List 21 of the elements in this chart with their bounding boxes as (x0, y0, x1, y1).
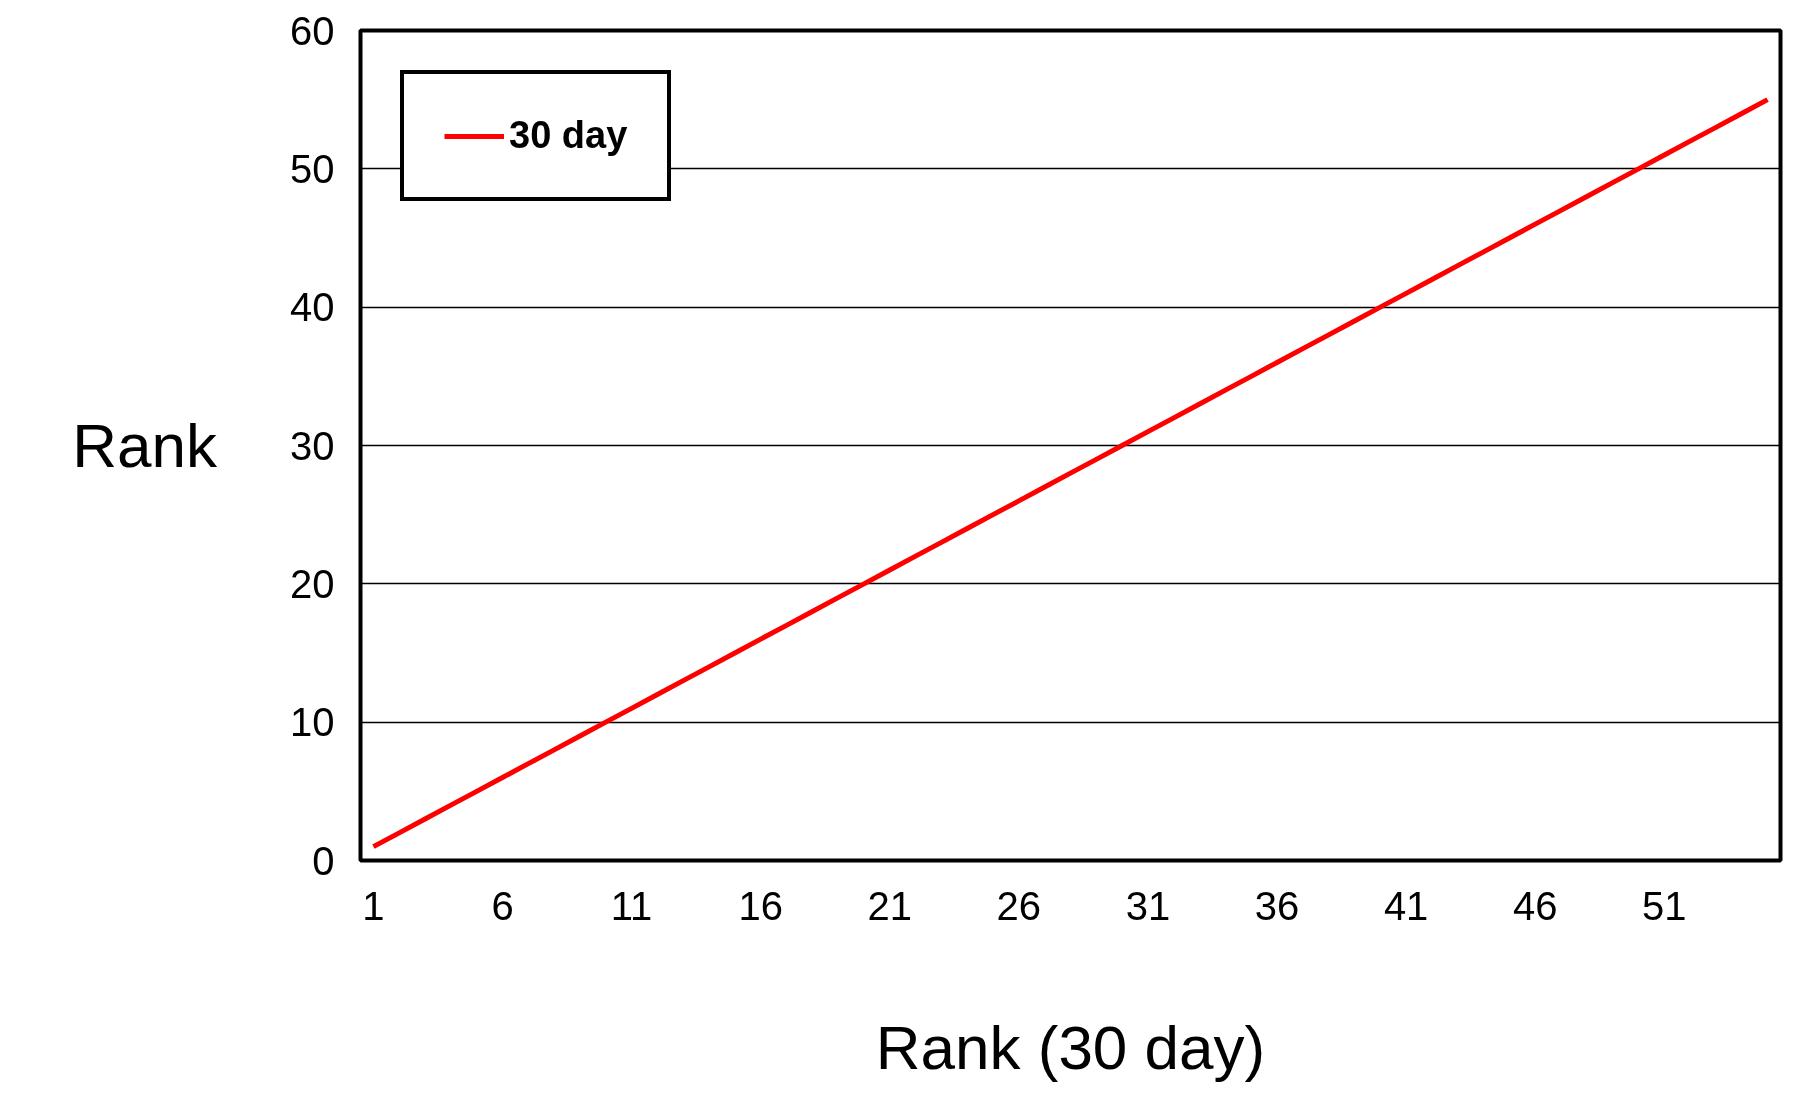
x-tick-label: 6 (491, 883, 514, 928)
legend-label: 30 day (509, 114, 628, 157)
y-tick-label: 30 (290, 423, 335, 468)
x-tick-label: 16 (738, 883, 783, 928)
y-tick-label: 60 (290, 8, 335, 53)
x-tick-label: 1 (362, 883, 385, 928)
x-tick-label: 36 (1254, 883, 1300, 928)
x-tick-label: 41 (1383, 883, 1429, 928)
x-axis-title: Rank (30 day) (875, 1012, 1266, 1082)
x-tick-label: 46 (1512, 883, 1558, 928)
y-tick-label: 10 (290, 700, 335, 745)
y-tick-label: 0 (312, 838, 335, 883)
x-tick-label: 31 (1125, 883, 1171, 928)
x-tick-label: 21 (867, 883, 913, 928)
y-axis-title: Rank (72, 411, 219, 480)
y-tick-label: 20 (290, 561, 335, 606)
x-tick-label: 11 (610, 883, 653, 928)
x-tick-label: 26 (996, 883, 1042, 928)
x-tick-label: 51 (1642, 883, 1687, 928)
y-tick-label: 40 (290, 285, 335, 330)
y-tick-label: 50 (290, 146, 335, 191)
